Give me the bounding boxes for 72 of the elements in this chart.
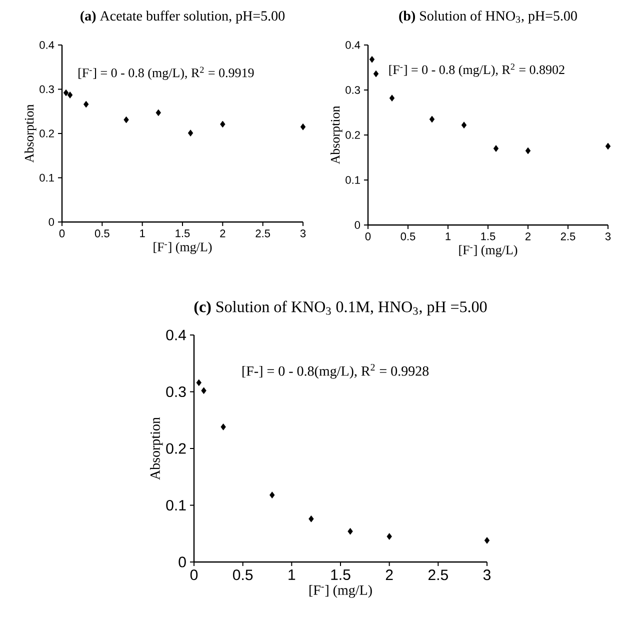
point (220, 424, 226, 430)
x-tick-label: 2 (220, 230, 226, 238)
x-tick-label: 2.5 (560, 232, 576, 240)
y-tick-label: 0.4 (166, 330, 186, 340)
x-tick-label: 1 (446, 232, 451, 240)
x-tick-label: 1.5 (481, 232, 496, 240)
x-axis-title: [F$^{-}$] (mg/L) (459, 245, 518, 258)
y-tick-label: 0.4 (40, 41, 54, 49)
point (389, 94, 395, 102)
x-tick-label: 2.5 (256, 230, 270, 238)
annotation: [F-] = 0 - 0.8(mg/L), R$^{2}$ = 0.9928 (242, 364, 429, 379)
x-tick-label: 3 (483, 570, 491, 580)
x-tick-label: 1.5 (331, 570, 350, 580)
y-tick-label: 0 (48, 218, 54, 226)
y-tick-label: 0.3 (346, 86, 360, 94)
point (84, 100, 89, 108)
point (484, 537, 490, 544)
y-axis-title: Absorption (150, 417, 163, 480)
y-tick-label: 0.1 (346, 176, 360, 184)
x-tick-label: 3 (605, 232, 611, 240)
x-axis-title: [F$^{-}$] (mg/L) (154, 242, 212, 254)
point (220, 120, 226, 128)
annotation: [F$^{-}$] = 0 - 0.8 (mg/L), R$^{2}$ = 0.9919 (78, 66, 254, 80)
point (156, 109, 161, 116)
x-tick-label: 2 (525, 232, 531, 240)
point (461, 122, 467, 128)
point (63, 89, 69, 96)
x-tick-label: 0 (365, 232, 371, 240)
point (348, 528, 353, 535)
point (270, 492, 275, 498)
x-axis-title: [F$^{-}$] (mg/L) (310, 585, 372, 598)
point (124, 116, 129, 124)
chart-title: (c) Solution of KNO$_{3}$ 0.1M, HNO$_{3}$, pH =5.00 (194, 300, 487, 316)
x-tick-label: 1 (140, 230, 145, 238)
x-tick-label: 2 (386, 570, 393, 580)
x-tick-label: 3 (300, 230, 306, 238)
point (525, 147, 531, 154)
point (67, 92, 73, 98)
y-tick-label: 0.2 (166, 443, 186, 454)
point (429, 116, 435, 123)
x-tick-label: 0 (59, 230, 65, 238)
x-tick-label: 1 (288, 570, 296, 580)
x-tick-label: 0.5 (232, 570, 253, 580)
point (493, 145, 499, 152)
x-tick-label: 0 (190, 570, 198, 580)
y-axis-title: Absorption (24, 104, 36, 163)
chart-title: (b) Solution of HNO$_{3}$, pH=5.00 (399, 10, 577, 24)
y-tick-label: 0.2 (40, 130, 54, 138)
x-tick-label: 2.5 (428, 570, 448, 580)
x-tick-label: 0.5 (94, 230, 110, 238)
annotation: [F$^{-}$] = 0 - 0.8 (mg/L), R$^{2}$ = 0.8902 (389, 64, 564, 77)
y-tick-label: 0 (178, 556, 186, 568)
point (300, 123, 306, 130)
chart-title: (a) Acetate buffer solution, pH=5.00 (80, 10, 285, 24)
point (605, 142, 611, 150)
point (373, 70, 379, 78)
y-tick-label: 0.3 (166, 386, 186, 398)
y-tick-label: 0.1 (166, 500, 186, 511)
x-tick-label: 1.5 (176, 230, 190, 238)
point (369, 56, 375, 63)
point (188, 130, 194, 136)
y-tick-label: 0.1 (40, 174, 54, 182)
point (308, 515, 314, 522)
point (201, 387, 206, 394)
y-tick-label: 0.2 (346, 131, 360, 139)
y-tick-label: 0 (354, 221, 360, 229)
y-axis-title: Absorption (330, 106, 342, 164)
point (386, 533, 392, 540)
y-tick-label: 0.3 (40, 85, 54, 94)
x-tick-label: 0.5 (400, 232, 416, 240)
point (196, 379, 202, 386)
y-tick-label: 0.4 (346, 41, 360, 49)
